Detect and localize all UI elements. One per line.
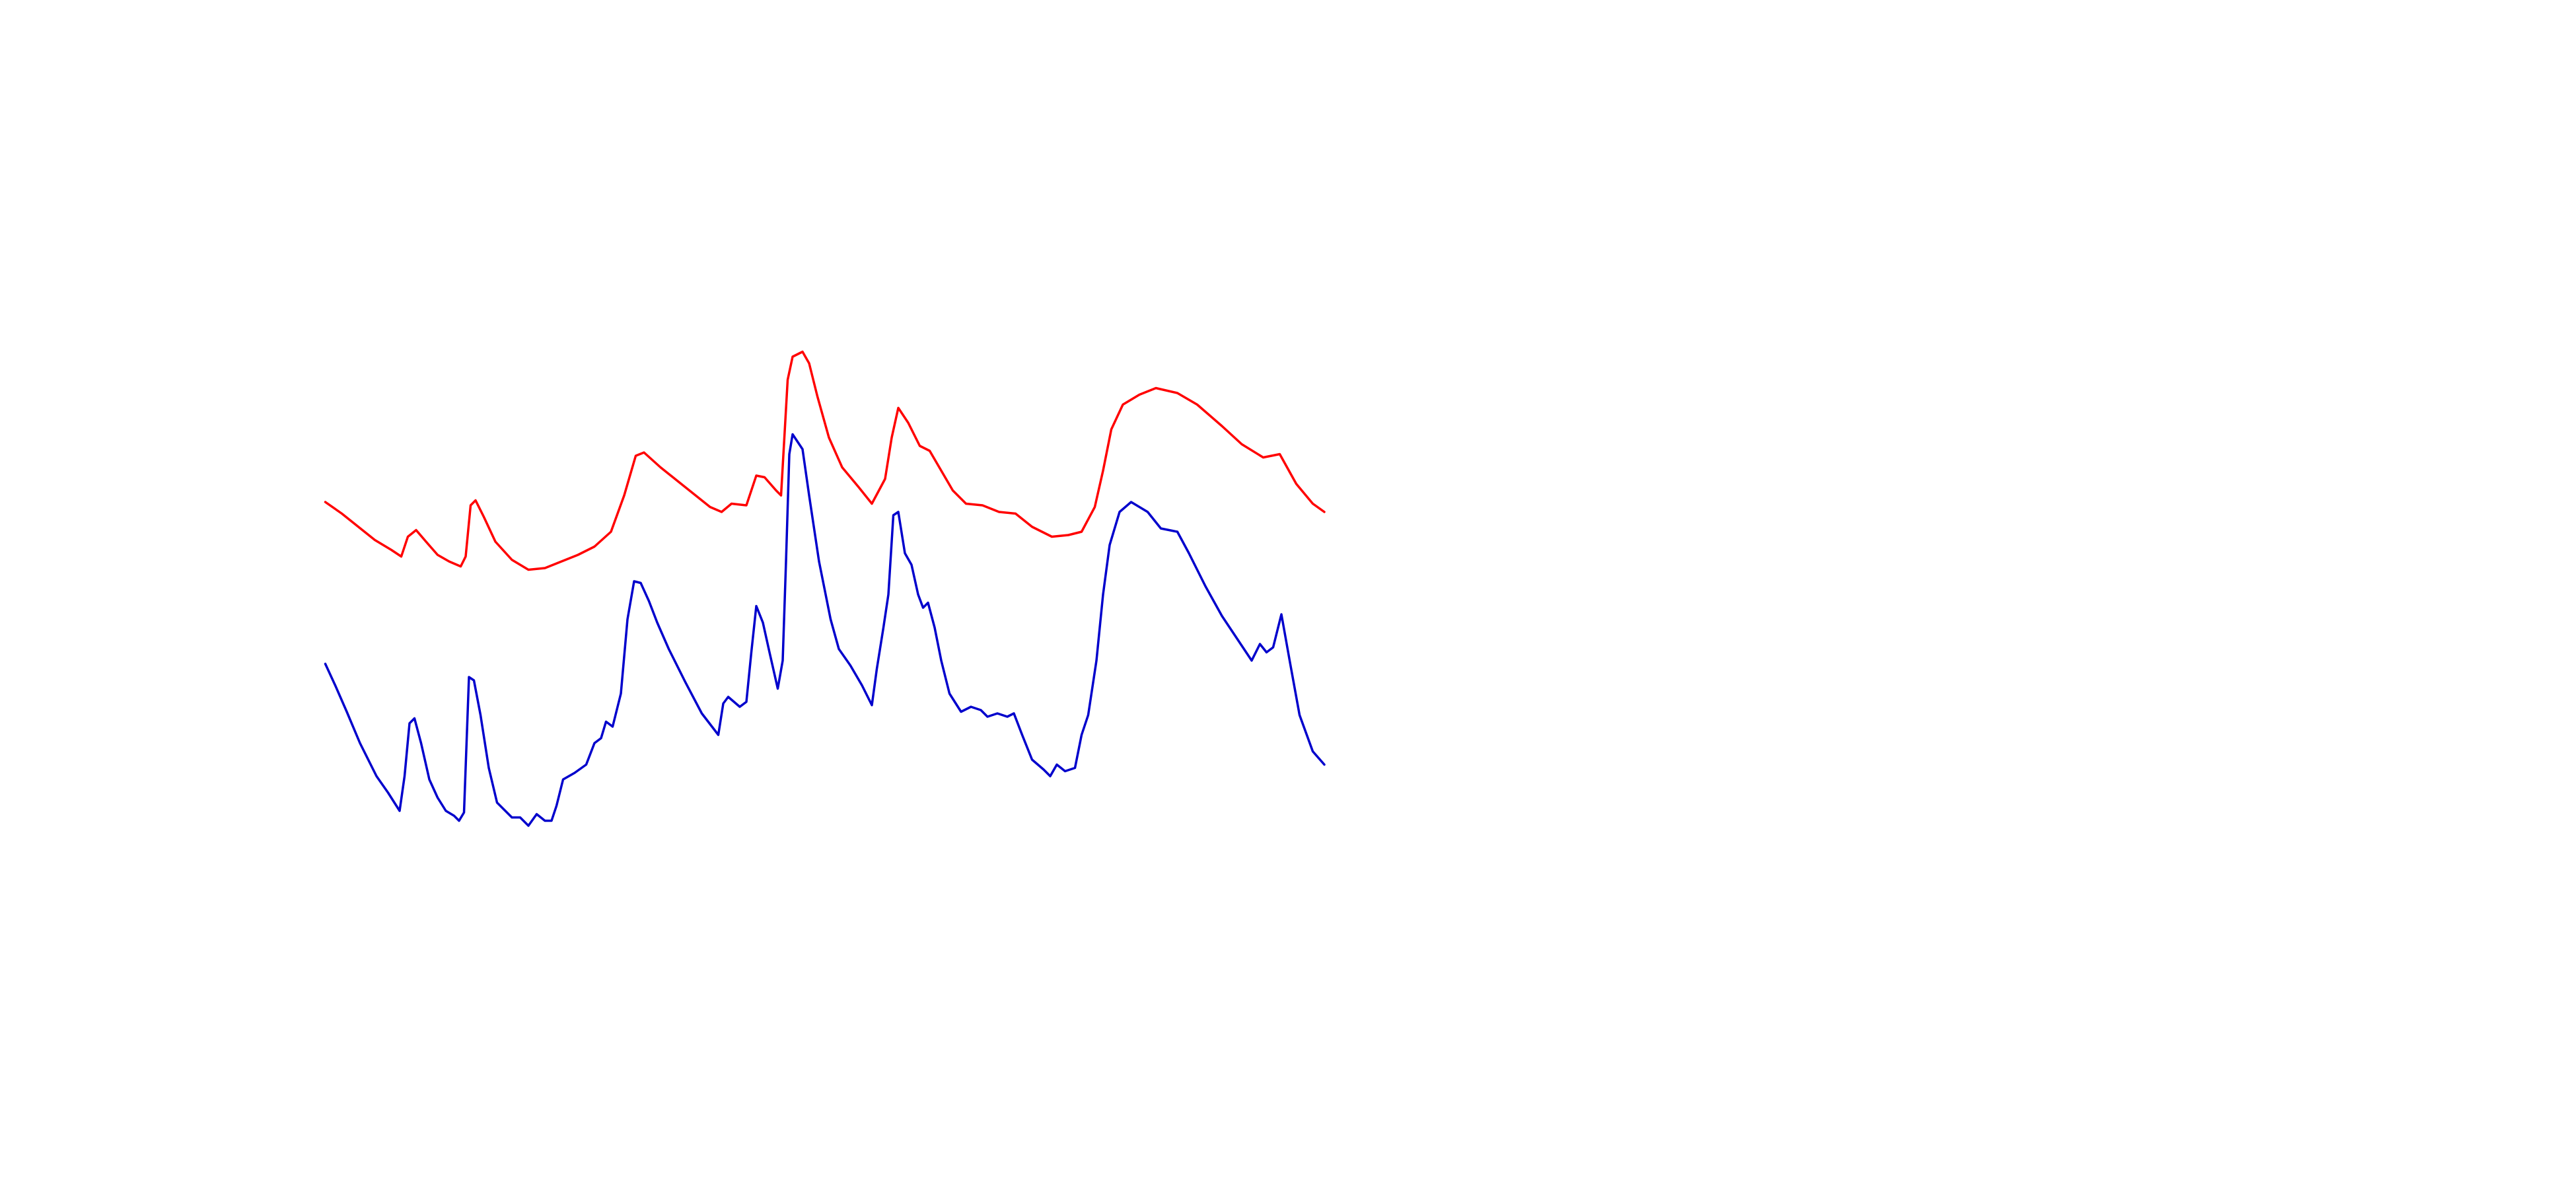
- line-series: [324, 350, 1326, 571]
- line-series: [324, 433, 1326, 827]
